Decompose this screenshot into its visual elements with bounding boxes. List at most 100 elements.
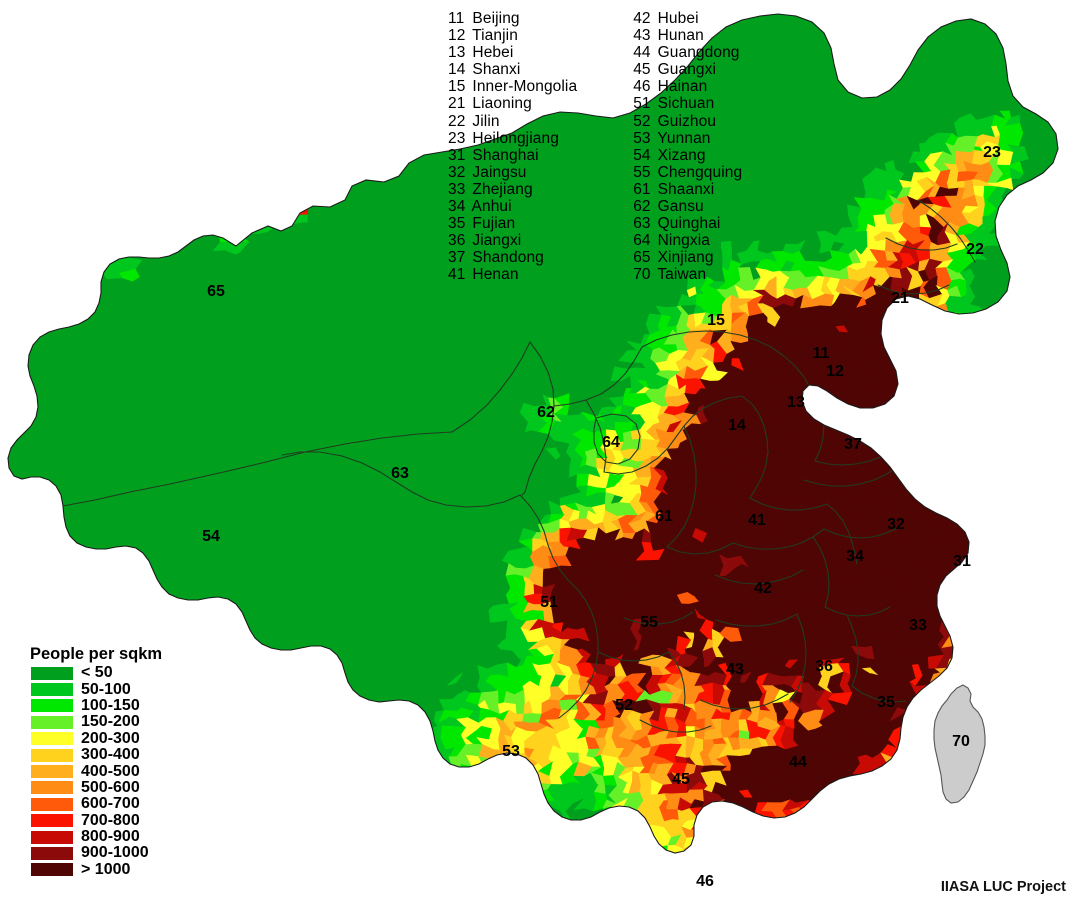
density-cell: [888, 394, 903, 409]
density-cell: [609, 16, 630, 30]
density-cell: [225, 360, 239, 372]
density-cell: [338, 109, 359, 121]
density-cell: [60, 577, 78, 584]
density-cell: [940, 404, 959, 414]
density-cell: [971, 539, 984, 551]
density-cell: [60, 77, 76, 92]
density-cell: [915, 735, 932, 745]
density-cell: [917, 320, 929, 336]
density-cell: [119, 350, 128, 365]
density-cell: [964, 86, 980, 103]
density-cell: [464, 14, 485, 20]
density-cell: [1068, 578, 1080, 588]
density-cell: [127, 626, 140, 640]
density-cell: [371, 248, 381, 265]
density-cell: [231, 133, 249, 148]
density-cell: [422, 734, 434, 751]
density-cell: [702, 233, 716, 247]
density-cell: [367, 376, 386, 387]
density-cell: [956, 383, 971, 399]
density-cell: [18, 287, 33, 300]
density-cell: [134, 23, 151, 39]
density-cell: [954, 668, 970, 677]
density-cell: [776, 27, 788, 38]
density-cell: [1054, 341, 1058, 352]
density-cell: [977, 379, 993, 387]
density-cell: [285, 735, 300, 751]
density-cell: [673, 32, 690, 48]
density-cell: [8, 646, 16, 657]
density-cell: [707, 203, 729, 219]
density-cell: [324, 113, 340, 127]
density-cell: [343, 116, 359, 126]
density-cell: [370, 15, 385, 29]
density-cell: [870, 421, 887, 430]
density-cell: [1022, 574, 1041, 585]
density-cell: [245, 96, 257, 110]
density-cell: [429, 2, 448, 10]
density-cell: [990, 545, 1008, 561]
density-cell: [1016, 563, 1032, 578]
density-cell: [843, 167, 862, 179]
density-cell: [973, 464, 988, 475]
density-cell: [915, 473, 935, 489]
density-cell: [169, 71, 188, 82]
density-cell: [41, 125, 62, 137]
density-cell: [576, 15, 593, 30]
density-cell: [30, 429, 38, 442]
density-cell: [880, 450, 900, 458]
density-cell: [888, 455, 908, 471]
density-cell: [932, 322, 951, 333]
density-cell: [819, 394, 834, 406]
density-cell: [479, 278, 489, 289]
density-cell: [1008, 502, 1019, 513]
density-cell: [922, 311, 944, 324]
density-cell: [50, 212, 69, 229]
density-cell: [567, 25, 579, 37]
density-cell: [356, 69, 372, 85]
density-cell: [925, 482, 943, 498]
density-cell: [892, 564, 903, 575]
density-cell: [1016, 240, 1028, 252]
density-cell: [286, 654, 301, 669]
density-cell: [970, 473, 987, 489]
density-cell: [1034, 629, 1046, 640]
density-cell: [934, 421, 949, 434]
density-cell: [1005, 205, 1019, 220]
density-cell: [469, 95, 482, 110]
density-cell: [899, 434, 913, 444]
density-cell: [929, 583, 944, 597]
density-cell: [199, 161, 215, 173]
density-cell: [224, 197, 243, 208]
density-cell: [27, 626, 45, 642]
density-cell: [973, 513, 984, 525]
density-cell: [914, 385, 936, 400]
density-cell: [270, 404, 287, 416]
density-cell: [986, 656, 1007, 670]
density-cell: [60, 140, 76, 157]
density-cell: [17, 413, 30, 424]
density-cell: [60, 262, 79, 273]
density-cell: [808, 401, 824, 413]
density-cell: [198, 258, 214, 273]
density-cell: [946, 367, 958, 382]
density-cell: [577, 518, 588, 531]
density-cell: [983, 419, 998, 433]
density-cell: [739, 612, 750, 620]
density-cell: [971, 556, 984, 569]
density-cell: [1003, 366, 1021, 379]
density-cell: [434, 96, 446, 111]
density-cell: [231, 693, 247, 706]
density-cell: [1031, 403, 1049, 417]
density-cell: [874, 78, 888, 93]
density-cell: [26, 88, 39, 102]
density-cell: [916, 367, 933, 377]
density-cell: [953, 572, 972, 586]
density-cell: [976, 359, 998, 374]
density-cell: [9, 293, 24, 307]
density-cell: [130, 101, 150, 112]
density-cell: [960, 401, 975, 417]
density-cell: [987, 365, 1002, 381]
density-cell: [432, 410, 444, 422]
density-cell: [1032, 303, 1048, 317]
